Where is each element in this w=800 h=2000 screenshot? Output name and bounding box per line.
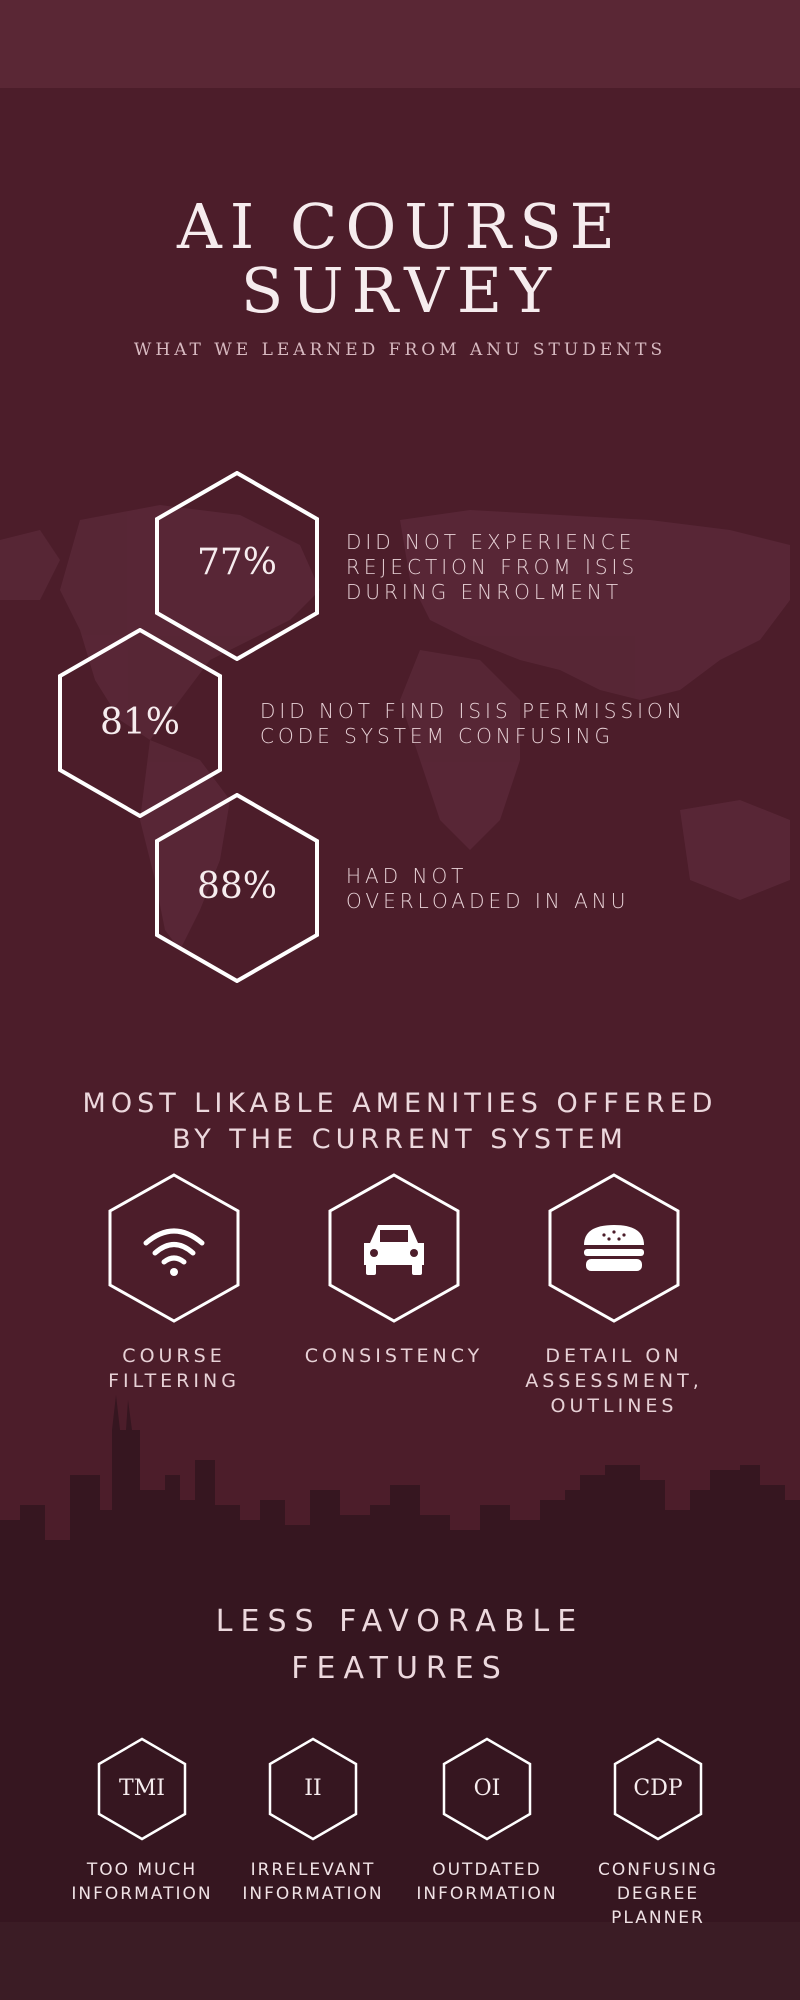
features-title: LESS FAVORABLE FEATURES: [0, 1598, 800, 1692]
stat-3-line-1: HAD NOT: [346, 864, 468, 888]
feature-label-2: IRRELEVANT INFORMATION: [218, 1858, 408, 1906]
amenity-3-line-2: ASSESSMENT,: [525, 1370, 703, 1392]
stat-2-line-1: DID NOT FIND ISIS PERMISSION: [260, 699, 686, 723]
feature-2-line-2: INFORMATION: [242, 1884, 384, 1904]
feature-3-line-2: INFORMATION: [416, 1884, 558, 1904]
dark-footer-band: [0, 1560, 800, 1922]
stat-hexagon-1: [155, 471, 319, 661]
world-map-background: [0, 505, 790, 950]
features-title-line-2: FEATURES: [291, 1651, 509, 1686]
stat-1-line-2: REJECTION FROM ISIS: [346, 555, 639, 579]
amenity-hexagon-1: [108, 1173, 240, 1323]
feature-label-3: OUTDATED INFORMATION: [392, 1858, 582, 1906]
features-title-line-1: LESS FAVORABLE: [215, 1604, 585, 1639]
feature-4-line-3: PLANNER: [611, 1908, 705, 1928]
amenity-1-line-2: FILTERING: [108, 1370, 240, 1392]
amenity-3-line-1: DETAIL ON: [545, 1345, 683, 1367]
stat-1-line-3: DURING ENROLMENT: [346, 580, 623, 604]
stat-3-line-2: OVERLOADED IN ANU: [346, 889, 630, 913]
stat-value-3: 88%: [196, 866, 277, 907]
feature-abbr-1: TMI: [119, 1776, 165, 1801]
page-subtitle: WHAT WE LEARNED FROM ANU STUDENTS: [133, 340, 667, 360]
feature-1-line-1: TOO MUCH: [86, 1860, 198, 1880]
stat-2-line-2: CODE SYSTEM CONFUSING: [260, 724, 615, 748]
amenity-2-line-1: CONSISTENCY: [304, 1345, 484, 1367]
feature-hexagon-1: [97, 1737, 187, 1841]
title-line-2: SURVEY: [240, 254, 560, 327]
feature-2-line-1: IRRELEVANT: [250, 1860, 376, 1880]
amenities-title-line-1: MOST LIKABLE AMENITIES OFFERED: [82, 1088, 718, 1119]
feature-label-4: CONFUSING DEGREE PLANNER: [563, 1858, 753, 1930]
feature-3-line-1: OUTDATED: [432, 1860, 542, 1880]
amenity-label-3: DETAIL ON ASSESSMENT, OUTLINES: [509, 1344, 719, 1419]
amenity-label-2: CONSISTENCY: [289, 1344, 499, 1369]
stat-description-1: DID NOT EXPERIENCE REJECTION FROM ISIS D…: [346, 530, 638, 605]
feature-label-1: TOO MUCH INFORMATION: [47, 1858, 237, 1906]
stat-description-2: DID NOT FIND ISIS PERMISSION CODE SYSTEM…: [260, 699, 686, 749]
bottom-bar: [0, 1922, 800, 2000]
feature-4-line-1: CONFUSING: [598, 1860, 718, 1880]
page-title: AI COURSE SURVEY: [0, 195, 800, 323]
burger-icon: [584, 1225, 644, 1271]
feature-abbr-2: II: [304, 1776, 322, 1801]
feature-1-line-2: INFORMATION: [71, 1884, 213, 1904]
amenities-title: MOST LIKABLE AMENITIES OFFERED BY THE CU…: [0, 1086, 800, 1158]
title-line-1: AI COURSE: [177, 190, 623, 263]
top-bar: [0, 0, 800, 88]
amenities-title-line-2: BY THE CURRENT SYSTEM: [172, 1124, 628, 1155]
feature-abbr-4: CDP: [633, 1776, 683, 1801]
amenity-3-line-3: OUTLINES: [550, 1395, 678, 1417]
amenity-hexagon-3: [548, 1173, 680, 1323]
amenity-label-1: COURSE FILTERING: [69, 1344, 279, 1394]
amenity-1-line-1: COURSE: [122, 1345, 226, 1367]
feature-4-line-2: DEGREE: [616, 1884, 700, 1904]
feature-hexagon-2: [268, 1737, 358, 1841]
stat-hexagon-3: [155, 793, 319, 983]
wifi-icon: [143, 1228, 205, 1276]
feature-hexagon-3: [442, 1737, 532, 1841]
stat-value-1: 77%: [196, 542, 277, 583]
feature-hexagon-4: [613, 1737, 703, 1841]
feature-abbr-3: OI: [473, 1776, 501, 1801]
stat-description-3: HAD NOT OVERLOADED IN ANU: [346, 864, 629, 914]
stat-value-2: 81%: [99, 702, 180, 743]
car-icon: [364, 1225, 424, 1275]
stat-1-line-1: DID NOT EXPERIENCE: [346, 530, 636, 554]
stat-hexagon-2: [58, 628, 222, 818]
amenity-hexagon-2: [328, 1173, 460, 1323]
